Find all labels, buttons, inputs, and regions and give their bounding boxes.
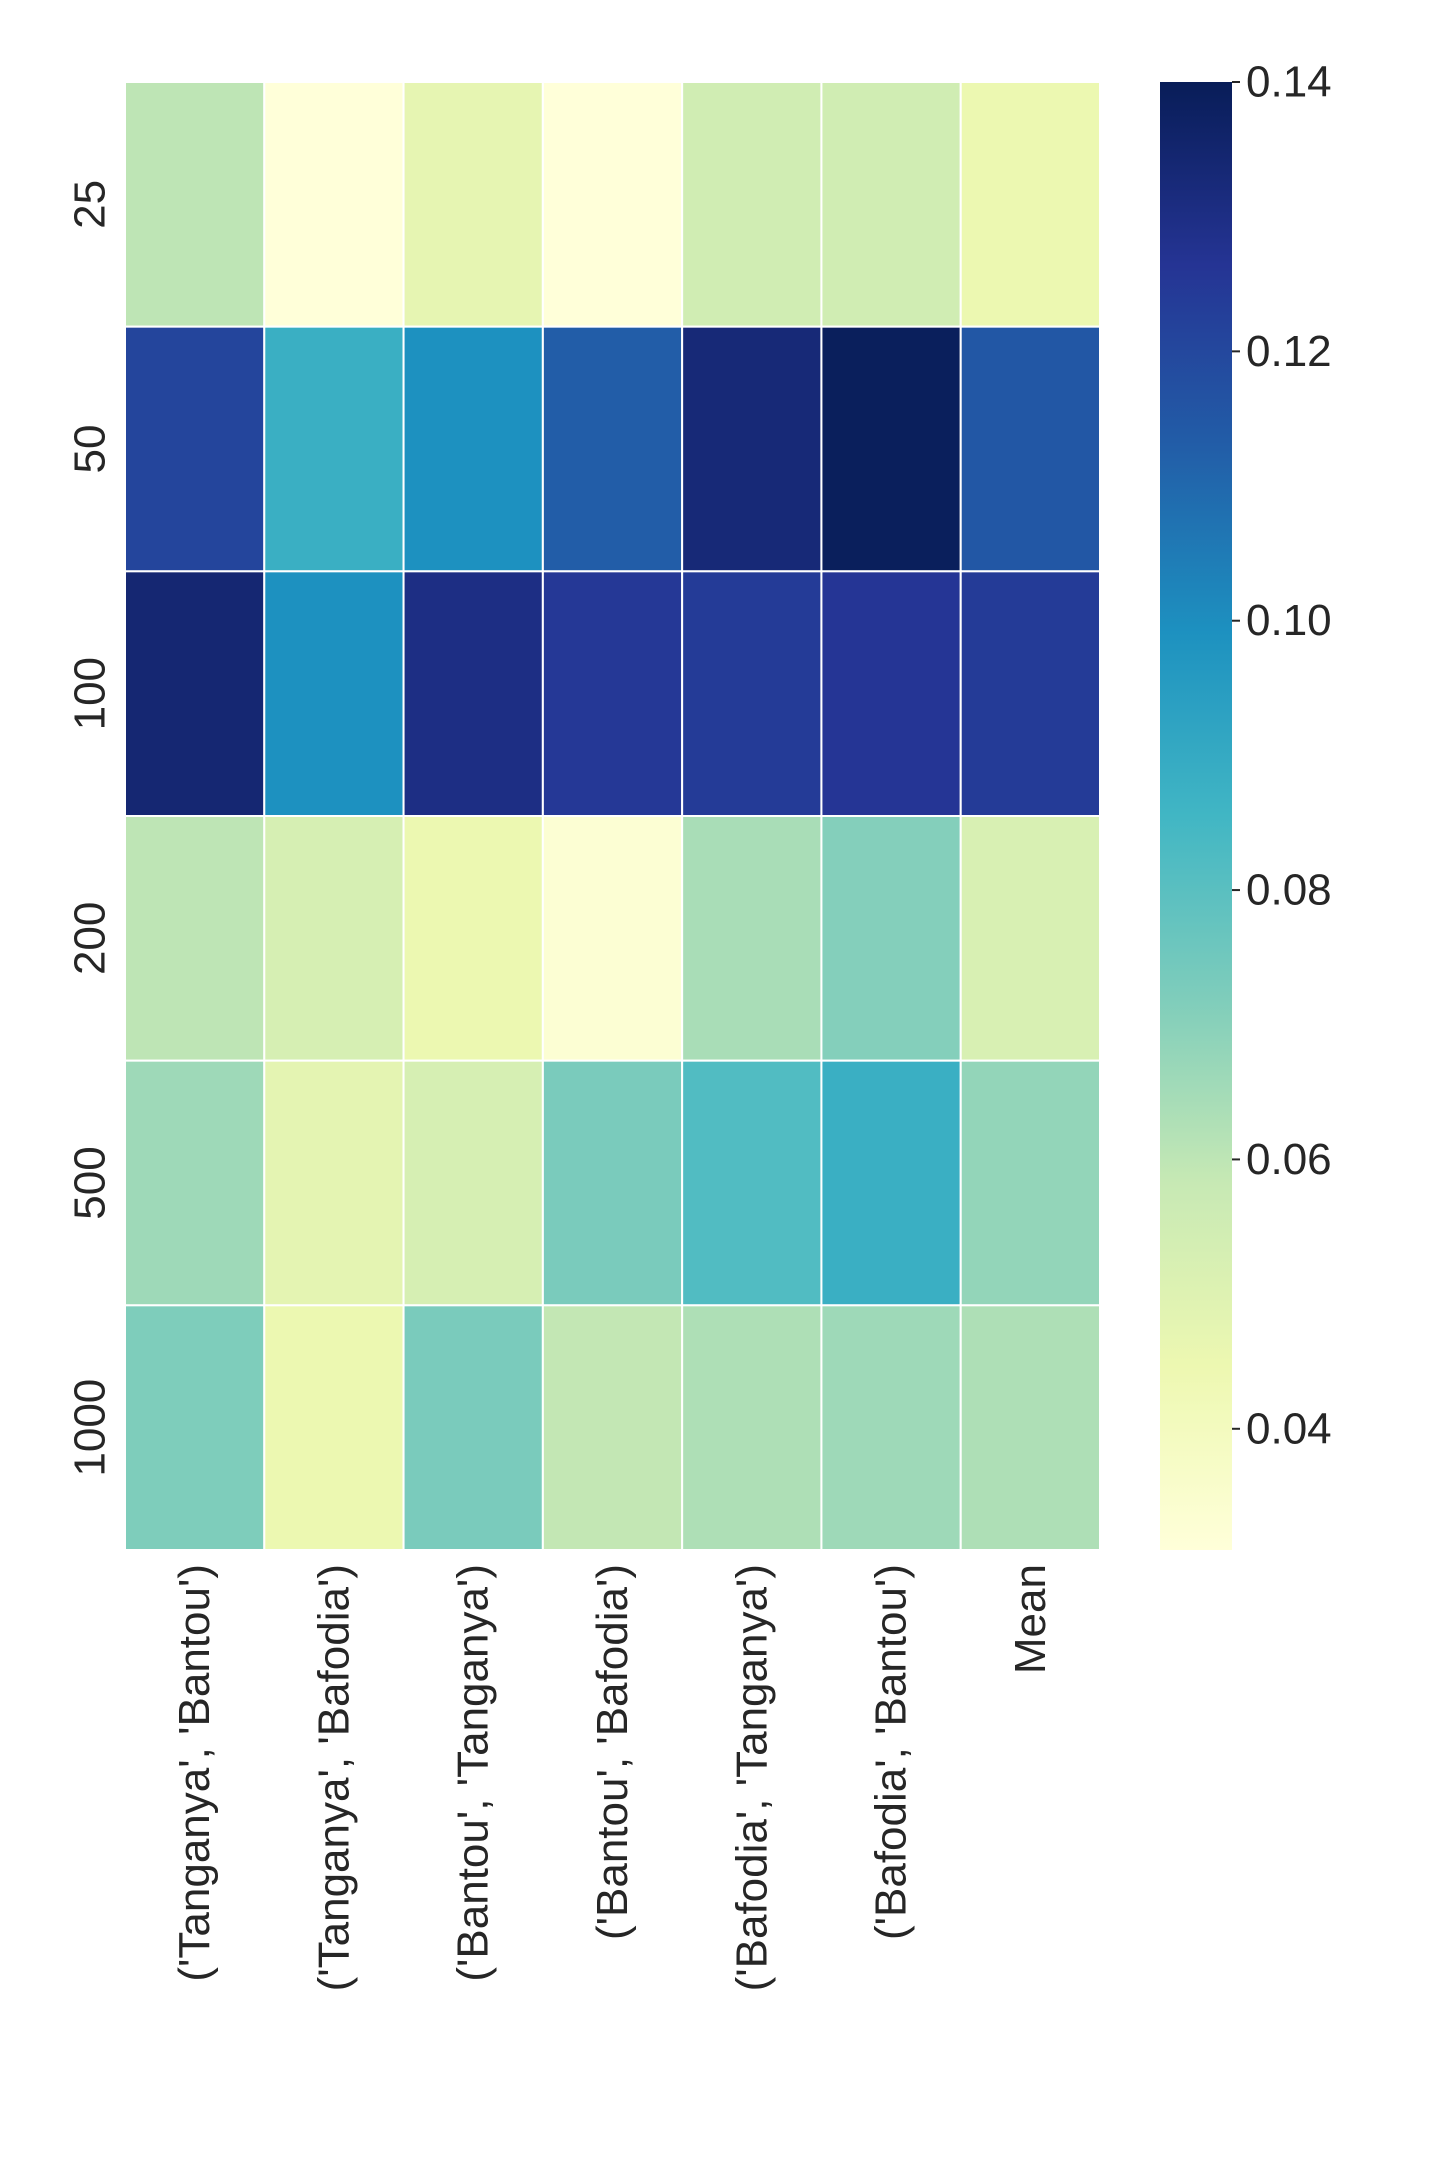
heatmap-cell <box>681 1059 823 1307</box>
heatmap-cell <box>681 815 823 1062</box>
row-label: 1000 <box>66 1379 115 1477</box>
row-label: 25 <box>66 180 115 229</box>
heatmap-cell <box>263 1304 405 1552</box>
heatmap-cell <box>124 815 266 1062</box>
column-label: Mean <box>1006 1564 1055 1674</box>
heatmap-cell <box>959 81 1102 328</box>
row-label: 500 <box>66 1146 115 1219</box>
heatmap-cell <box>681 325 823 573</box>
heatmap-cell <box>124 325 266 573</box>
heatmap-cell <box>402 815 544 1062</box>
column-label: ('Bafodia', 'Tanganya') <box>727 1564 776 1991</box>
column-label: ('Bantou', 'Bafodia') <box>588 1564 637 1940</box>
heatmap-cell <box>124 1304 266 1552</box>
row-label: 50 <box>66 425 115 474</box>
heatmap-cell <box>820 81 962 328</box>
heatmap-cell <box>820 1304 962 1552</box>
row-label: 100 <box>66 657 115 730</box>
colorbar-tick-label: 0.04 <box>1246 1404 1332 1453</box>
heatmap-cell <box>263 570 405 817</box>
heatmap-cell <box>541 815 684 1062</box>
heatmap-cell <box>959 1304 1102 1552</box>
heatmap-cell <box>124 570 266 817</box>
heatmap-cell <box>263 1059 405 1307</box>
heatmap-cell <box>263 815 405 1062</box>
heatmap-cell <box>541 570 684 817</box>
heatmap-cell <box>820 570 962 817</box>
heatmap-cell <box>541 1304 684 1552</box>
column-label: ('Tanganya', 'Bantou') <box>170 1564 219 1982</box>
column-labels: ('Tanganya', 'Bantou') ('Tanganya', 'Bafo… <box>170 1564 1055 1991</box>
colorbar-tick-label: 0.12 <box>1246 327 1332 376</box>
heatmap-cell <box>124 81 266 328</box>
heatmap-cell <box>959 325 1102 573</box>
heatmap-cell <box>541 81 684 328</box>
column-label: ('Bantou', 'Tanganya') <box>449 1564 498 1982</box>
row-label: 200 <box>66 902 115 975</box>
row-labels: 25 50 100 200 500 1000 <box>66 180 115 1477</box>
heatmap-cell <box>959 1059 1102 1307</box>
colorbar-tick-label: 0.10 <box>1246 596 1332 645</box>
heatmap-cell <box>681 570 823 817</box>
colorbar-tick-label: 0.06 <box>1246 1135 1332 1184</box>
heatmap-cell <box>681 1304 823 1552</box>
heatmap-cells <box>124 81 1102 1552</box>
heatmap-cell <box>263 81 405 328</box>
heatmap-cell <box>959 815 1102 1062</box>
column-label: ('Tanganya', 'Bafodia') <box>309 1564 358 1991</box>
heatmap-cell <box>124 1059 266 1307</box>
heatmap-cell <box>402 81 544 328</box>
heatmap-cell <box>402 570 544 817</box>
heatmap-cell <box>820 1059 962 1307</box>
heatmap-cell <box>402 1059 544 1307</box>
colorbar: 0.04 0.06 0.08 0.10 0.12 0.14 <box>1160 58 1332 1550</box>
heatmap-cell <box>541 325 684 573</box>
heatmap-cell <box>402 1304 544 1552</box>
heatmap-cell <box>402 325 544 573</box>
colorbar-tick-label: 0.14 <box>1246 58 1332 107</box>
heatmap-cell <box>820 815 962 1062</box>
colorbar-tick-label: 0.08 <box>1246 866 1332 915</box>
column-label: ('Bafodia', 'Bantou') <box>867 1564 916 1940</box>
colorbar-scale <box>1160 82 1232 1550</box>
heatmap-cell <box>541 1059 684 1307</box>
heatmap-cell <box>820 325 962 573</box>
heatmap-cell <box>681 81 823 328</box>
heatmap-cell <box>263 325 405 573</box>
heatmap-cell <box>959 570 1102 817</box>
